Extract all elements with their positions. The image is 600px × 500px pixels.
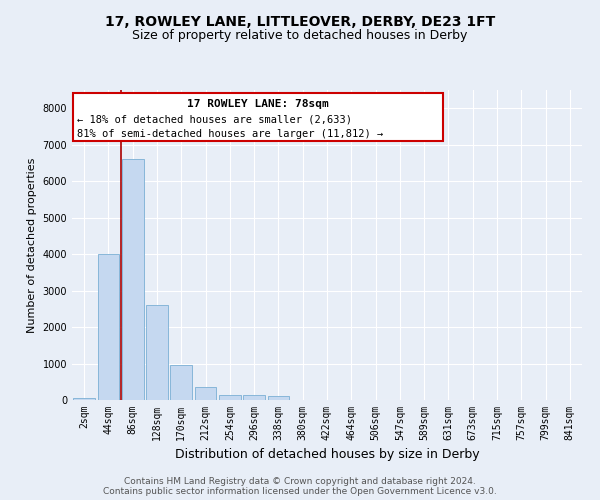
X-axis label: Distribution of detached houses by size in Derby: Distribution of detached houses by size … [175, 448, 479, 462]
Text: ← 18% of detached houses are smaller (2,633): ← 18% of detached houses are smaller (2,… [77, 114, 352, 124]
Bar [73, 398, 95, 400]
Text: Contains public sector information licensed under the Open Government Licence v3: Contains public sector information licen… [103, 486, 497, 496]
Text: Contains HM Land Registry data © Crown copyright and database right 2024.: Contains HM Land Registry data © Crown c… [124, 476, 476, 486]
Bar [268, 396, 289, 400]
Y-axis label: Number of detached properties: Number of detached properties [27, 158, 37, 332]
Bar [243, 396, 265, 400]
Bar [146, 305, 168, 400]
Text: 17, ROWLEY LANE, LITTLEOVER, DERBY, DE23 1FT: 17, ROWLEY LANE, LITTLEOVER, DERBY, DE23… [105, 16, 495, 30]
Bar [170, 366, 192, 400]
Text: 17 ROWLEY LANE: 78sqm: 17 ROWLEY LANE: 78sqm [187, 98, 329, 108]
Text: 81% of semi-detached houses are larger (11,812) →: 81% of semi-detached houses are larger (… [77, 128, 383, 138]
FancyBboxPatch shape [73, 93, 443, 141]
Bar [122, 160, 143, 400]
Text: Size of property relative to detached houses in Derby: Size of property relative to detached ho… [133, 28, 467, 42]
Bar [97, 254, 119, 400]
Bar [194, 387, 217, 400]
Bar [219, 394, 241, 400]
